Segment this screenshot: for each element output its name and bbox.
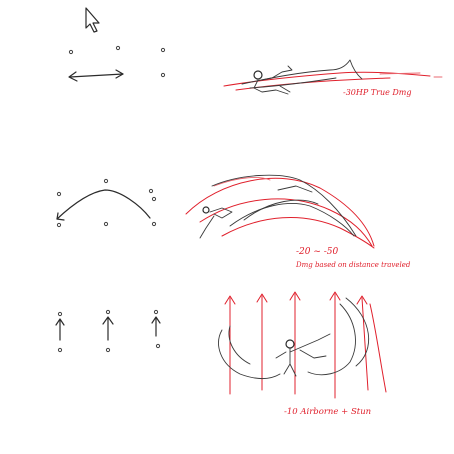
dash-note: -30HP True Dmg: [343, 88, 412, 97]
uplift-illustration: [218, 291, 387, 399]
dash-diagram: [68, 45, 166, 82]
uplift-diagram: [55, 309, 161, 353]
arc-sweep-diagram: [56, 178, 157, 228]
arc-sweep-note-value: -20 ~ -50: [296, 247, 339, 257]
arc-sweep-note-desc: Dmg based on distance traveled: [295, 261, 411, 269]
arrow-cursor-icon[interactable]: [85, 7, 100, 33]
arc-sweep-illustration: [185, 174, 375, 249]
dash-illustration: [223, 59, 443, 95]
uplift-note: -10 Airborne + Stun: [284, 407, 371, 417]
